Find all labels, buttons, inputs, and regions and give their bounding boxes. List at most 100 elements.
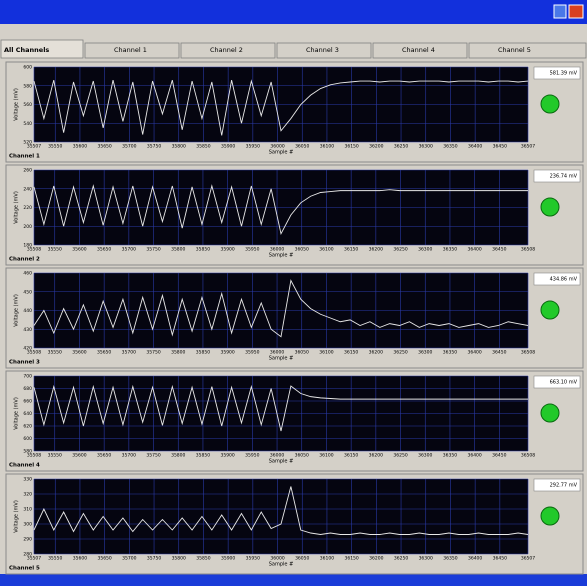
x-tick-label: 36400: [468, 556, 482, 562]
readout-box: [533, 272, 581, 286]
x-tick-label: 35700: [122, 144, 136, 150]
x-tick-label: 36507: [521, 144, 535, 150]
tab[interactable]: [0, 39, 84, 59]
x-tick-label: 35800: [172, 556, 186, 562]
y-tick-label: 600: [23, 436, 32, 442]
y-axis-label: Voltage (mV): [14, 88, 20, 121]
y-tick-label: 600: [23, 65, 32, 71]
maximize-button[interactable]: [553, 4, 567, 19]
x-tick-label: 36250: [394, 144, 408, 150]
waveform-line: [33, 486, 529, 535]
channel-label: Channel 1: [9, 154, 40, 160]
channel-label: Channel 2: [9, 257, 40, 263]
tab[interactable]: [372, 42, 468, 59]
x-tick-label: 35900: [221, 144, 235, 150]
y-tick-label: 240: [23, 186, 32, 192]
x-tick-label: 35650: [97, 247, 111, 253]
x-tick-label: 35700: [122, 247, 136, 253]
y-tick-label: 200: [23, 224, 32, 230]
tab-label[interactable]: Channel 4: [402, 46, 435, 54]
x-tick-label: 35700: [122, 350, 136, 356]
x-axis-label: Sample #: [269, 356, 294, 362]
x-tick-label: 36000: [270, 556, 284, 562]
readout-value: 292.77 mV: [550, 483, 578, 489]
status-led: [540, 94, 560, 114]
x-tick-label: 36250: [393, 453, 407, 459]
x-tick-label: 35650: [97, 350, 111, 356]
x-tick-label: 35800: [171, 247, 185, 253]
y-axis-label: Voltage (mV): [14, 294, 20, 327]
x-tick-label: 36350: [443, 556, 457, 562]
close-button[interactable]: [568, 4, 584, 19]
tab-label[interactable]: Channel 1: [114, 46, 147, 54]
x-tick-label: 36200: [369, 556, 383, 562]
x-tick-label: 36350: [443, 453, 457, 459]
y-tick-label: 540: [23, 121, 32, 127]
x-tick-label: 35950: [246, 556, 260, 562]
x-tick-label: 36100: [320, 144, 334, 150]
x-tick-label: 36050: [295, 453, 309, 459]
waveform-line: [33, 79, 529, 136]
x-tick-label: 35900: [220, 453, 234, 459]
y-tick-label: 460: [23, 271, 32, 277]
x-tick-label: 36200: [369, 144, 383, 150]
x-tick-label: 35850: [196, 453, 210, 459]
tab[interactable]: [84, 42, 180, 59]
x-tick-label: 36200: [369, 453, 383, 459]
y-tick-label: 620: [23, 424, 32, 430]
x-tick-label: 36508: [521, 247, 535, 253]
tab[interactable]: [468, 42, 587, 59]
x-tick-label: 35850: [196, 144, 210, 150]
y-tick-label: 320: [23, 492, 32, 498]
channel-panel: 35508 35550 35600 35650 35700 35750 35800 35850…: [5, 267, 584, 369]
x-tick-label: 35750: [146, 350, 160, 356]
y-tick-label: 640: [23, 411, 32, 417]
x-tick-label: 36450: [493, 144, 507, 150]
waveform-line: [33, 384, 528, 432]
x-axis-label: Sample #: [269, 253, 294, 259]
x-tick-label: 36450: [492, 247, 506, 253]
x-tick-label: 35800: [171, 453, 185, 459]
x-tick-label: 36150: [344, 350, 358, 356]
readout-value: 236.74 mV: [550, 174, 578, 180]
x-tick-label: 36300: [418, 453, 432, 459]
x-tick-label: 35507: [27, 556, 41, 562]
x-tick-label: 36450: [492, 350, 506, 356]
channel-panel: 35508 35550 35600 35650 35700 35750 35800 35850…: [5, 370, 584, 472]
x-tick-label: 36350: [443, 144, 457, 150]
x-tick-label: 36150: [344, 144, 358, 150]
x-axis-label: Sample #: [269, 562, 294, 568]
tab-label[interactable]: Channel 2: [210, 46, 243, 54]
x-tick-label: 36000: [270, 453, 284, 459]
x-tick-label: 35850: [196, 247, 210, 253]
x-tick-label: 36400: [467, 350, 481, 356]
y-tick-label: 580: [23, 449, 32, 455]
status-led: [540, 300, 560, 320]
readout-value: 434.86 mV: [550, 277, 578, 283]
x-tick-label: 36000: [270, 247, 284, 253]
tab-label[interactable]: Channel 3: [306, 46, 339, 54]
tab-label[interactable]: All Channels: [4, 46, 49, 54]
channel-panel: 35507 35550 35600 35650 35700 35750 35800 35850…: [5, 61, 584, 163]
channel-panel: 35507 35550 35600 35650 35700 35750 35800 35850…: [5, 473, 584, 575]
x-tick-label: 35600: [72, 247, 86, 253]
y-axis-label: Voltage (mV): [14, 397, 20, 430]
tab-row: All Channels Channel 1 Channel 2 Channel 3 C…: [0, 39, 587, 59]
tab[interactable]: [276, 42, 372, 59]
y-tick-label: 560: [23, 102, 32, 108]
readout-box: [533, 478, 581, 492]
x-tick-label: 36150: [344, 247, 358, 253]
x-tick-label: 35650: [97, 453, 111, 459]
x-tick-label: 36150: [344, 556, 358, 562]
x-tick-label: 35650: [97, 144, 111, 150]
tab[interactable]: [180, 42, 276, 59]
x-tick-label: 36350: [443, 350, 457, 356]
x-tick-label: 35900: [220, 247, 234, 253]
x-tick-label: 36507: [521, 556, 535, 562]
x-tick-label: 35950: [246, 144, 260, 150]
y-tick-label: 580: [23, 83, 32, 89]
x-tick-label: 36100: [319, 350, 333, 356]
x-tick-label: 35800: [171, 350, 185, 356]
tab-label[interactable]: Channel 5: [498, 46, 531, 54]
x-tick-label: 36350: [443, 247, 457, 253]
